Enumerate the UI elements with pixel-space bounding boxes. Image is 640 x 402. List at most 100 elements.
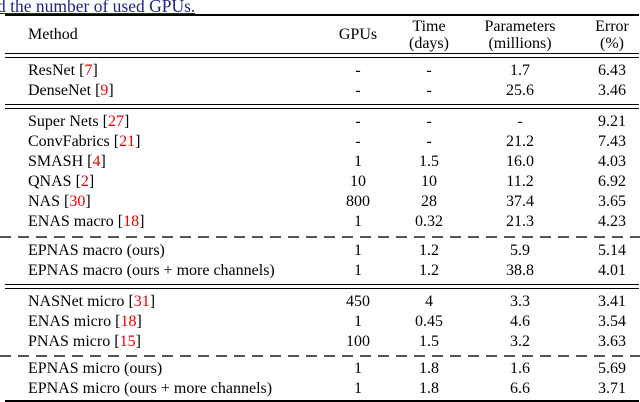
method-name: QNAS — [28, 173, 72, 190]
time-cell: 1.2 — [419, 262, 439, 279]
table-top-rule — [5, 14, 639, 16]
table-row: DenseNet [9] - - 25.6 3.46 — [5, 81, 639, 101]
citation-bracket-close: ] — [100, 153, 106, 170]
time-cell: 4 — [425, 293, 433, 310]
citation-number: 30 — [69, 193, 86, 210]
table-row: EPNAS micro (ours) 1 1.8 1.6 5.69 — [5, 359, 639, 379]
method-cell: SMASH [4] — [5, 153, 330, 171]
header-parameters-line1: Parameters — [484, 17, 556, 35]
citation-bracket-open: [ — [87, 153, 93, 170]
error-cell: 5.14 — [598, 242, 626, 259]
section-micro-ours: EPNAS micro (ours) 1 1.8 1.6 5.69 EPNAS … — [5, 357, 639, 400]
header-error-line1: Error — [595, 17, 629, 35]
gpus-cell: 800 — [346, 193, 370, 210]
method-name: PNAS micro — [28, 333, 111, 350]
gpus-cell: 1 — [354, 262, 362, 279]
method-name: Super Nets — [28, 113, 99, 130]
method-name: ENAS micro — [28, 313, 112, 330]
params-cell: 16.0 — [506, 153, 534, 170]
error-cell: 3.54 — [598, 313, 626, 330]
error-cell: 4.03 — [598, 153, 626, 170]
method-cell: ConvFabrics [21] — [5, 133, 330, 151]
header-time-line2: (days) — [409, 34, 449, 52]
params-cell: 21.2 — [506, 133, 534, 150]
citation-bracket-close: ] — [135, 333, 141, 350]
time-cell: 28 — [421, 193, 437, 210]
table-row: NAS [30] 800 28 37.4 3.65 — [5, 192, 639, 212]
method-name: NASNet micro — [28, 293, 125, 310]
method-cell: DenseNet [9] — [5, 82, 330, 100]
error-cell: 7.43 — [598, 133, 626, 150]
header-error-line2: (%) — [600, 34, 624, 52]
dashed-rule-macro — [0, 236, 640, 238]
citation-ref[interactable]: [31] — [128, 293, 155, 310]
error-cell: 6.43 — [598, 62, 626, 79]
citation-bracket-open: [ — [75, 173, 81, 190]
error-cell: 9.21 — [598, 113, 626, 130]
time-cell: 10 — [421, 173, 437, 190]
time-cell: 0.45 — [415, 313, 443, 330]
method-cell: NASNet micro [31] — [5, 293, 330, 311]
citation-number: 4 — [92, 153, 101, 170]
params-cell: 3.3 — [510, 293, 530, 310]
time-cell: 1.2 — [419, 242, 439, 259]
dashed-rule-micro — [0, 355, 640, 357]
time-cell: 1.8 — [419, 360, 439, 377]
method-cell: ENAS micro [18] — [5, 313, 330, 331]
citation-number: 9 — [100, 82, 109, 99]
double-rule-after-header — [5, 53, 639, 58]
table-row: ConvFabrics [21] - - 21.2 7.43 — [5, 132, 639, 152]
gpus-cell: 1 — [354, 380, 362, 397]
table-row: QNAS [2] 10 10 11.2 6.92 — [5, 172, 639, 192]
table-row: EPNAS macro (ours) 1 1.2 5.9 5.14 — [5, 241, 639, 261]
gpus-cell: - — [355, 82, 361, 99]
citation-ref[interactable]: [30] — [64, 193, 91, 210]
method-cell: EPNAS macro (ours + more channels) — [5, 262, 330, 280]
params-cell: 4.6 — [510, 313, 530, 330]
citation-ref[interactable]: [4] — [87, 153, 106, 170]
method-name: SMASH — [28, 153, 84, 170]
citation-number: 18 — [120, 313, 137, 330]
params-cell: 6.6 — [510, 380, 530, 397]
method-name: EPNAS micro (ours + more channels) — [28, 380, 273, 397]
double-rule-after-macro — [5, 284, 639, 289]
citation-bracket-close: ] — [85, 193, 91, 210]
gpus-cell: 1 — [354, 153, 362, 170]
error-cell: 3.46 — [598, 82, 626, 99]
citation-bracket-open: [ — [113, 133, 120, 150]
method-name: EPNAS macro (ours) — [28, 242, 165, 259]
gpus-cell: 100 — [346, 333, 370, 350]
error-cell: 3.65 — [598, 193, 626, 210]
citation-ref[interactable]: [9] — [95, 82, 114, 99]
citation-bracket-close: ] — [92, 62, 98, 79]
table-row: ENAS macro [18] 1 0.32 21.3 4.23 — [5, 212, 639, 232]
citation-number: 31 — [133, 293, 150, 310]
section-macro-ours: EPNAS macro (ours) 1 1.2 5.9 5.14 EPNAS … — [5, 238, 639, 284]
citation-bracket-close: ] — [149, 293, 156, 310]
method-name: DenseNet — [28, 82, 92, 99]
citation-ref[interactable]: [15] — [114, 333, 141, 350]
citation-ref[interactable]: [2] — [76, 173, 95, 190]
double-rule-after-baselines — [5, 104, 639, 109]
method-name: ConvFabrics — [28, 133, 110, 150]
gpus-cell: 1 — [354, 313, 362, 330]
citation-ref[interactable]: [18] — [118, 213, 145, 230]
citation-ref[interactable]: [7] — [79, 62, 98, 79]
time-cell: - — [426, 82, 432, 99]
citation-ref[interactable]: [27] — [103, 113, 130, 130]
params-cell: - — [517, 113, 523, 130]
results-table: Method GPUs Time (days) Parameters (mill… — [0, 14, 640, 402]
gpus-cell: - — [355, 133, 361, 150]
section-macro-search: Super Nets [27] - - - 9.21 ConvFabrics [21… — [5, 109, 639, 236]
citation-ref[interactable]: [21] — [114, 133, 141, 150]
method-cell: NAS [30] — [5, 193, 330, 211]
header-time-line1: Time — [412, 17, 446, 35]
header-time: Time (days) — [386, 18, 472, 52]
gpus-cell: - — [355, 62, 361, 79]
section-baselines: ResNet [7] - - 1.7 6.43 DenseNet [9] - - 2… — [5, 58, 639, 104]
citation-bracket-open: [ — [117, 213, 124, 230]
citation-number: 27 — [107, 113, 124, 130]
citation-ref[interactable]: [18] — [115, 313, 142, 330]
header-parameters: Parameters (millions) — [472, 18, 568, 52]
time-cell: 0.32 — [415, 213, 443, 230]
